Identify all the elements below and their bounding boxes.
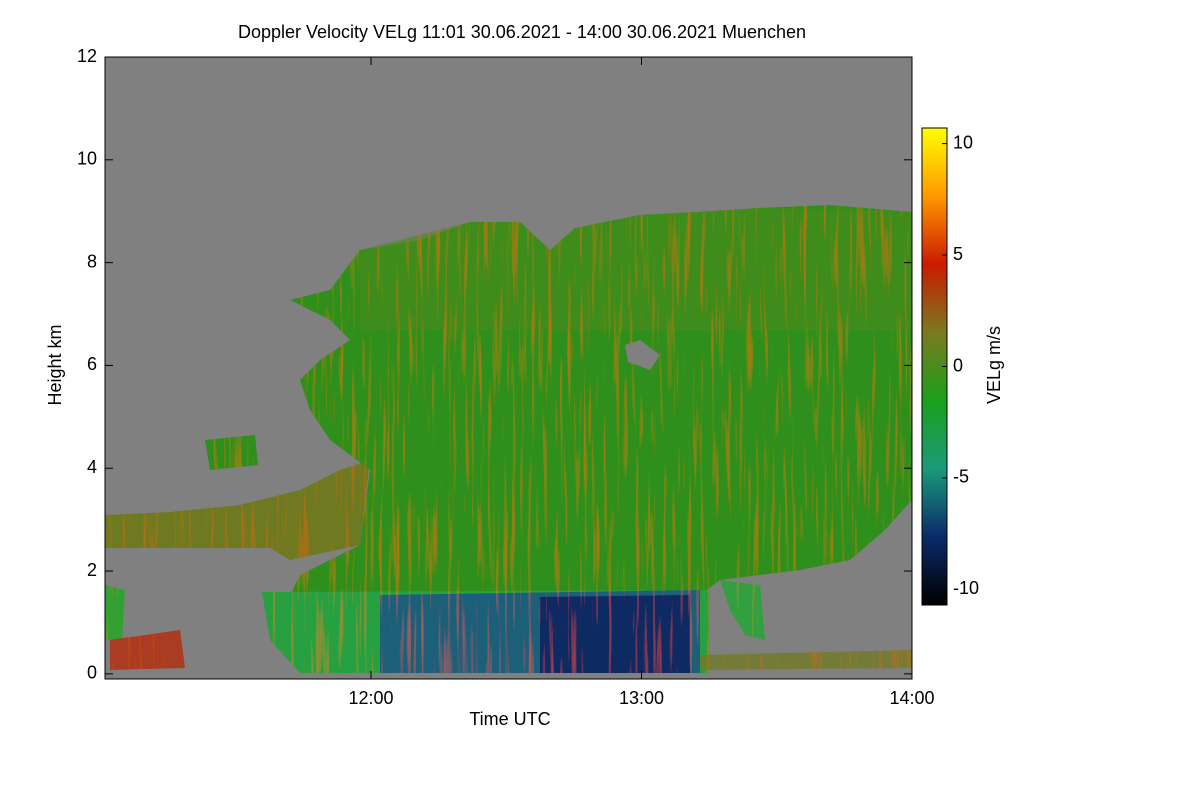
- surface-echo: [700, 650, 912, 670]
- colorbar-tick-label: -10: [953, 578, 979, 598]
- x-tick-label: 13:00: [619, 688, 664, 708]
- x-axis-label: Time UTC: [469, 709, 550, 729]
- colorbar-label: VELg m/s: [984, 326, 1004, 404]
- cloud-top: [360, 208, 912, 330]
- colorbar-tick-label: -5: [953, 467, 969, 487]
- isolated-cloud: [205, 435, 258, 470]
- strong-downdraft: [540, 595, 690, 673]
- chart-title: Doppler Velocity VELg 11:01 30.06.2021 -…: [238, 22, 806, 42]
- y-axis-label: Height km: [45, 324, 65, 405]
- axes: 0 2 4 6 8 10 12 12:00 13:00 14:00 -10 -5 0 5 10: [77, 46, 979, 708]
- y-tick-label: 0: [87, 663, 97, 683]
- x-tick-label: 14:00: [889, 688, 934, 708]
- y-tick-label: 12: [77, 46, 97, 66]
- y-tick-label: 4: [87, 457, 97, 477]
- edge-echo: [105, 585, 125, 640]
- colorbar-tick-label: 5: [953, 244, 963, 264]
- gap: [625, 340, 660, 370]
- ground-clutter: [110, 630, 185, 670]
- y-tick-label: 2: [87, 560, 97, 580]
- velocity-field: [105, 57, 912, 679]
- y-tick-label: 6: [87, 354, 97, 374]
- virga: [720, 580, 765, 640]
- colorbar-tick-label: 0: [953, 355, 963, 375]
- y-tick-label: 10: [77, 149, 97, 169]
- plot-frame: [104, 56, 913, 680]
- low-cloud-layer: [105, 460, 370, 560]
- x-tick-label: 12:00: [348, 688, 393, 708]
- y-tick-label: 8: [87, 251, 97, 271]
- colorbar-tick-label: 10: [953, 132, 973, 152]
